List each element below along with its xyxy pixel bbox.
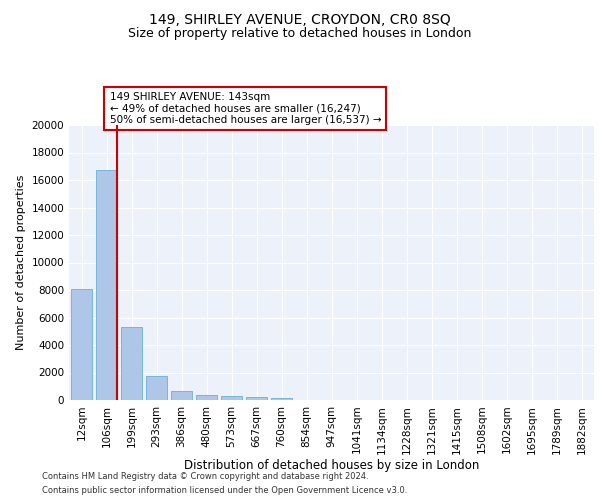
Text: Contains HM Land Registry data © Crown copyright and database right 2024.: Contains HM Land Registry data © Crown c… [42,472,368,481]
Text: Size of property relative to detached houses in London: Size of property relative to detached ho… [128,28,472,40]
Bar [196,395,217,400]
Y-axis label: Number of detached properties: Number of detached properties [16,175,26,350]
Bar [271,398,292,400]
Text: 149, SHIRLEY AVENUE, CROYDON, CR0 8SQ: 149, SHIRLEY AVENUE, CROYDON, CR0 8SQ [149,12,451,26]
X-axis label: Distribution of detached houses by size in London: Distribution of detached houses by size … [184,459,479,472]
Bar [246,397,267,400]
Text: Contains public sector information licensed under the Open Government Licence v3: Contains public sector information licen… [42,486,407,495]
Bar [71,288,92,400]
Bar [146,376,167,400]
Bar [121,327,142,400]
Bar [221,396,242,400]
Bar [96,170,117,400]
Bar [171,391,192,400]
Text: 149 SHIRLEY AVENUE: 143sqm
← 49% of detached houses are smaller (16,247)
50% of : 149 SHIRLEY AVENUE: 143sqm ← 49% of deta… [110,92,381,125]
